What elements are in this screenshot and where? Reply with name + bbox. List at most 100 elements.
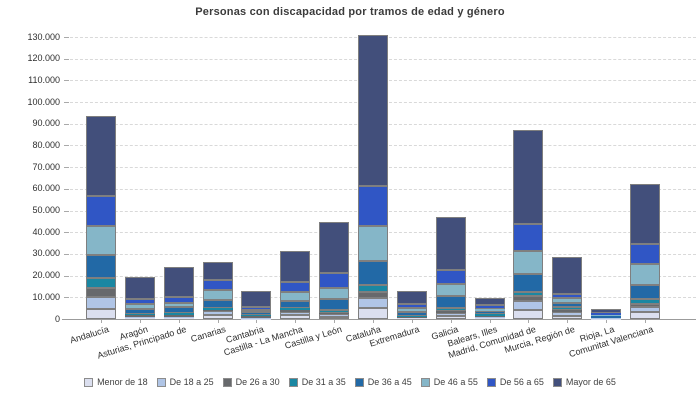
bar-segment-mayor-de-65[interactable] bbox=[630, 183, 660, 244]
bar-segment-de-36-a-45[interactable] bbox=[591, 316, 622, 318]
bar-segment-de-26-a-30[interactable] bbox=[552, 309, 583, 312]
bar-segment-de-31-a-35[interactable] bbox=[124, 313, 155, 316]
bar-segment-de-26-a-30[interactable] bbox=[241, 316, 272, 318]
bar-segment-de-18-a-25[interactable] bbox=[202, 311, 233, 315]
bar-segment-de-26-a-30[interactable] bbox=[280, 310, 311, 313]
bar-segment-menor-de-18[interactable] bbox=[630, 312, 660, 319]
bar-segment-mayor-de-65[interactable] bbox=[552, 257, 583, 295]
bar-segment-de-18-a-25[interactable] bbox=[241, 317, 272, 319]
bar-segment-de-31-a-35[interactable] bbox=[435, 307, 466, 311]
bar-segment-de-31-a-35[interactable] bbox=[163, 312, 194, 315]
bar-segment-de-36-a-45[interactable] bbox=[241, 312, 272, 316]
bar-cantabria[interactable] bbox=[241, 290, 272, 319]
bar-segment-de-46-a-55[interactable] bbox=[280, 292, 311, 302]
bar-segment-menor-de-18[interactable] bbox=[474, 318, 505, 319]
bar-segment-de-18-a-25[interactable] bbox=[396, 317, 427, 319]
bar-segment-de-18-a-25[interactable] bbox=[163, 316, 194, 319]
bar-segment-mayor-de-65[interactable] bbox=[358, 35, 388, 186]
bar-segment-de-36-a-45[interactable] bbox=[630, 284, 660, 299]
bar-segment-de-36-a-45[interactable] bbox=[358, 260, 388, 285]
bar-segment-de-56-a-65[interactable] bbox=[163, 297, 194, 303]
bar-segment-de-31-a-35[interactable] bbox=[474, 313, 505, 316]
bar-segment-de-18-a-25[interactable] bbox=[358, 298, 388, 308]
bar-segment-de-26-a-30[interactable] bbox=[435, 310, 466, 313]
bar-segment-de-56-a-65[interactable] bbox=[474, 304, 505, 309]
bar-segment-de-18-a-25[interactable] bbox=[280, 312, 311, 315]
bar-segment-de-36-a-45[interactable] bbox=[86, 254, 116, 279]
bar-segment-de-56-a-65[interactable] bbox=[86, 196, 116, 226]
bar-segment-menor-de-18[interactable] bbox=[396, 318, 427, 319]
bar-segment-mayor-de-65[interactable] bbox=[396, 290, 427, 304]
bar-segment-de-18-a-25[interactable] bbox=[124, 317, 155, 319]
bar-segment-mayor-de-65[interactable] bbox=[86, 116, 116, 197]
bar-andalucia[interactable] bbox=[86, 116, 116, 319]
bar-segment-de-46-a-55[interactable] bbox=[591, 315, 622, 317]
bar-castilla-la-mancha[interactable] bbox=[280, 251, 311, 319]
bar-segment-de-36-a-45[interactable] bbox=[280, 301, 311, 308]
bar-murcia-region-de[interactable] bbox=[552, 257, 583, 319]
bar-cataluna[interactable] bbox=[358, 35, 388, 319]
bar-segment-de-36-a-45[interactable] bbox=[319, 299, 350, 310]
bar-segment-de-46-a-55[interactable] bbox=[202, 289, 233, 300]
bar-segment-de-56-a-65[interactable] bbox=[396, 303, 427, 309]
bar-aragon[interactable] bbox=[124, 276, 155, 319]
bar-segment-de-46-a-55[interactable] bbox=[163, 302, 194, 308]
bar-segment-de-18-a-25[interactable] bbox=[435, 312, 466, 317]
bar-segment-de-26-a-30[interactable] bbox=[474, 315, 505, 318]
bar-segment-de-46-a-55[interactable] bbox=[86, 225, 116, 255]
bar-segment-mayor-de-65[interactable] bbox=[474, 297, 505, 305]
bar-segment-de-18-a-25[interactable] bbox=[474, 317, 505, 319]
legend-item-menor-de-18[interactable]: Menor de 18 bbox=[84, 377, 148, 387]
bar-asturias-principado-de[interactable] bbox=[163, 267, 194, 319]
bar-segment-de-26-a-30[interactable] bbox=[396, 316, 427, 318]
bar-segment-de-26-a-30[interactable] bbox=[513, 296, 544, 302]
bar-segment-de-26-a-30[interactable] bbox=[358, 292, 388, 299]
bar-segment-de-31-a-35[interactable] bbox=[319, 309, 350, 313]
bar-segment-de-36-a-45[interactable] bbox=[435, 296, 466, 308]
bar-segment-de-46-a-55[interactable] bbox=[630, 263, 660, 285]
bar-segment-de-36-a-45[interactable] bbox=[163, 307, 194, 313]
bar-rioja-la[interactable] bbox=[591, 309, 622, 319]
bar-segment-mayor-de-65[interactable] bbox=[591, 309, 622, 314]
bar-segment-de-31-a-35[interactable] bbox=[86, 278, 116, 288]
bar-segment-de-46-a-55[interactable] bbox=[124, 304, 155, 309]
legend-item-de-56-a-65[interactable]: De 56 a 65 bbox=[486, 377, 544, 387]
bar-segment-de-31-a-35[interactable] bbox=[630, 298, 660, 305]
bar-segment-mayor-de-65[interactable] bbox=[435, 217, 466, 270]
bar-segment-de-56-a-65[interactable] bbox=[591, 313, 622, 316]
legend-item-de-46-a-55[interactable]: De 46 a 55 bbox=[420, 377, 478, 387]
bar-galicia[interactable] bbox=[435, 217, 466, 319]
bar-segment-de-18-a-25[interactable] bbox=[513, 301, 544, 310]
bar-segment-mayor-de-65[interactable] bbox=[280, 251, 311, 282]
bar-segment-de-26-a-30[interactable] bbox=[630, 304, 660, 308]
bar-segment-menor-de-18[interactable] bbox=[202, 314, 233, 319]
legend-item-de-18-a-25[interactable]: De 18 a 25 bbox=[156, 377, 214, 387]
bar-segment-menor-de-18[interactable] bbox=[319, 316, 350, 319]
bar-segment-de-31-a-35[interactable] bbox=[513, 292, 544, 297]
bar-segment-de-56-a-65[interactable] bbox=[630, 244, 660, 264]
bar-segment-de-26-a-30[interactable] bbox=[86, 288, 116, 297]
legend-item-mayor-de-65[interactable]: Mayor de 65 bbox=[552, 377, 616, 387]
bar-segment-de-36-a-45[interactable] bbox=[474, 310, 505, 314]
bar-segment-de-26-a-30[interactable] bbox=[202, 309, 233, 312]
bar-segment-de-18-a-25[interactable] bbox=[319, 314, 350, 317]
bar-segment-menor-de-18[interactable] bbox=[280, 314, 311, 319]
bar-segment-mayor-de-65[interactable] bbox=[513, 130, 544, 224]
bar-segment-menor-de-18[interactable] bbox=[513, 309, 544, 319]
legend-item-de-36-a-45[interactable]: De 36 a 45 bbox=[354, 377, 412, 387]
bar-segment-de-36-a-45[interactable] bbox=[124, 308, 155, 314]
bar-segment-de-26-a-30[interactable] bbox=[163, 314, 194, 317]
bar-segment-de-56-a-65[interactable] bbox=[358, 185, 388, 226]
bar-segment-de-46-a-55[interactable] bbox=[474, 308, 505, 311]
bar-segment-de-36-a-45[interactable] bbox=[552, 303, 583, 308]
bar-segment-de-56-a-65[interactable] bbox=[241, 306, 272, 310]
bar-segment-de-56-a-65[interactable] bbox=[280, 281, 311, 293]
bar-segment-de-18-a-25[interactable] bbox=[552, 311, 583, 316]
bar-segment-de-46-a-55[interactable] bbox=[319, 288, 350, 300]
bar-segment-de-31-a-35[interactable] bbox=[358, 284, 388, 293]
bar-segment-de-18-a-25[interactable] bbox=[630, 307, 660, 313]
bar-segment-de-46-a-55[interactable] bbox=[435, 283, 466, 297]
bar-segment-de-36-a-45[interactable] bbox=[513, 273, 544, 293]
bar-segment-de-31-a-35[interactable] bbox=[552, 307, 583, 310]
bar-segment-mayor-de-65[interactable] bbox=[124, 276, 155, 299]
